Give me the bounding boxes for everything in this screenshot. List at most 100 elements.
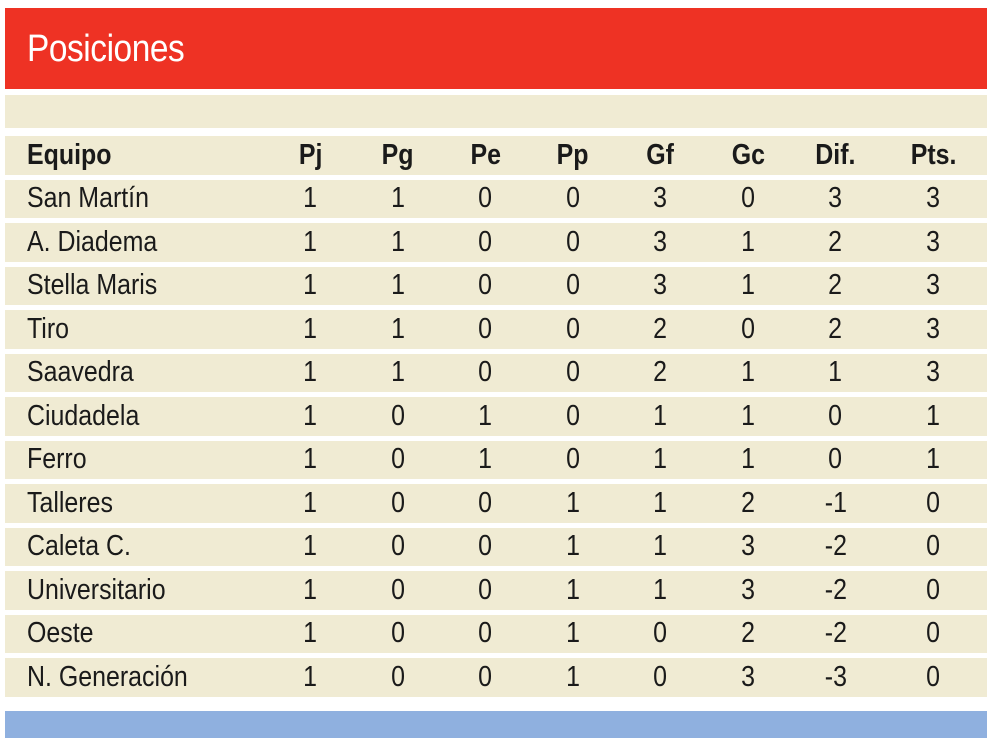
- cell-pts: 0: [879, 614, 987, 658]
- cell-pj: 1: [266, 353, 355, 397]
- cell-pj: 1: [266, 658, 355, 702]
- cell-pts: 1: [879, 440, 987, 484]
- table-row: Talleres 1 0 0 1 1 2 -1 0: [5, 484, 987, 528]
- cell-pts: 3: [879, 223, 987, 267]
- cell-pts: 0: [879, 658, 987, 702]
- cell-gc: 3: [704, 527, 792, 571]
- cell-dif: -1: [791, 484, 880, 528]
- table-row: A. Diadema 1 1 0 0 3 1 2 3: [5, 223, 987, 267]
- column-header-pg: Pg: [354, 136, 442, 180]
- cell-pts: 3: [879, 310, 987, 354]
- table-row: Caleta C. 1 0 0 1 1 3 -2 0: [5, 527, 987, 571]
- cell-pg: 1: [354, 310, 442, 354]
- cell-pg: 1: [354, 353, 442, 397]
- table-row: Ferro 1 0 1 0 1 1 0 1: [5, 440, 987, 484]
- cell-gf: 0: [616, 658, 705, 702]
- cell-pe: 0: [441, 484, 530, 528]
- cell-pe: 0: [441, 353, 530, 397]
- cell-gc: 1: [704, 223, 792, 267]
- cell-gc: 0: [704, 179, 792, 223]
- cell-pe: 1: [441, 397, 530, 441]
- table-row: Oeste 1 0 0 1 0 2 -2 0: [5, 614, 987, 658]
- cell-dif: 3: [791, 179, 880, 223]
- cell-pp: 0: [529, 353, 617, 397]
- cell-pg: 0: [354, 658, 442, 702]
- cell-pts: 3: [879, 353, 987, 397]
- cell-gc: 1: [704, 397, 792, 441]
- cell-pj: 1: [266, 571, 355, 615]
- cell-dif: 2: [791, 266, 880, 310]
- cell-pe: 0: [441, 223, 530, 267]
- standings-panel: Posiciones Equipo Pj Pg Pe Pp Gf Gc Dif.…: [5, 8, 987, 738]
- cell-gc: 1: [704, 440, 792, 484]
- cell-gf: 1: [616, 571, 705, 615]
- cell-gc: 0: [704, 310, 792, 354]
- cell-dif: -2: [791, 571, 880, 615]
- cell-pj: 1: [266, 397, 355, 441]
- standings-table: Equipo Pj Pg Pe Pp Gf Gc Dif. Pts. San M…: [5, 136, 987, 702]
- column-header-pp: Pp: [529, 136, 617, 180]
- cell-pp: 1: [529, 484, 617, 528]
- cell-team: Stella Maris: [5, 266, 267, 310]
- cell-pp: 1: [529, 527, 617, 571]
- cell-pe: 0: [441, 527, 530, 571]
- cell-gc: 1: [704, 353, 792, 397]
- cell-pg: 1: [354, 223, 442, 267]
- cell-gf: 1: [616, 397, 705, 441]
- table-row: Saavedra 1 1 0 0 2 1 1 3: [5, 353, 987, 397]
- cell-pp: 1: [529, 658, 617, 702]
- footer-bar: [5, 711, 987, 738]
- cell-gf: 1: [616, 527, 705, 571]
- cell-pts: 0: [879, 571, 987, 615]
- cell-team: Caleta C.: [5, 527, 267, 571]
- cell-gf: 2: [616, 310, 705, 354]
- cell-dif: 2: [791, 310, 880, 354]
- cell-pp: 0: [529, 179, 617, 223]
- standings-body: San Martín 1 1 0 0 3 0 3 3 A. Diadema 1 1 0 0 3 1 2 3 Stel…: [5, 179, 987, 702]
- cell-pp: 0: [529, 440, 617, 484]
- cell-pg: 0: [354, 440, 442, 484]
- table-row: Tiro 1 1 0 0 2 0 2 3: [5, 310, 987, 354]
- cell-gf: 3: [616, 223, 705, 267]
- column-header-equipo: Equipo: [5, 136, 267, 180]
- cell-team: Ciudadela: [5, 397, 267, 441]
- cell-pg: 1: [354, 179, 442, 223]
- cell-gf: 2: [616, 353, 705, 397]
- table-row: Stella Maris 1 1 0 0 3 1 2 3: [5, 266, 987, 310]
- cell-team: Oeste: [5, 614, 267, 658]
- cell-gf: 0: [616, 614, 705, 658]
- cell-dif: 1: [791, 353, 880, 397]
- cell-gc: 3: [704, 571, 792, 615]
- cell-pts: 1: [879, 397, 987, 441]
- cell-pe: 0: [441, 658, 530, 702]
- cell-pj: 1: [266, 179, 355, 223]
- cell-dif: 2: [791, 223, 880, 267]
- cell-team: Saavedra: [5, 353, 267, 397]
- cell-pts: 3: [879, 266, 987, 310]
- cell-pg: 1: [354, 266, 442, 310]
- column-header-pj: Pj: [266, 136, 355, 180]
- cell-pts: 0: [879, 484, 987, 528]
- cell-pe: 1: [441, 440, 530, 484]
- cell-gf: 3: [616, 179, 705, 223]
- cell-pp: 1: [529, 571, 617, 615]
- cell-team: Tiro: [5, 310, 267, 354]
- table-row: Universitario 1 0 0 1 1 3 -2 0: [5, 571, 987, 615]
- cell-pts: 0: [879, 527, 987, 571]
- column-header-gf: Gf: [616, 136, 705, 180]
- cell-pe: 0: [441, 571, 530, 615]
- cell-pe: 0: [441, 310, 530, 354]
- title-bar: Posiciones: [5, 8, 987, 89]
- table-row: Ciudadela 1 0 1 0 1 1 0 1: [5, 397, 987, 441]
- cell-dif: -2: [791, 614, 880, 658]
- cell-pj: 1: [266, 223, 355, 267]
- cell-dif: -3: [791, 658, 880, 702]
- cell-gf: 3: [616, 266, 705, 310]
- cell-pe: 0: [441, 179, 530, 223]
- cell-pg: 0: [354, 397, 442, 441]
- cell-dif: -2: [791, 527, 880, 571]
- cell-pj: 1: [266, 484, 355, 528]
- column-header-dif: Dif.: [791, 136, 880, 180]
- cell-gf: 1: [616, 484, 705, 528]
- cell-pp: 1: [529, 614, 617, 658]
